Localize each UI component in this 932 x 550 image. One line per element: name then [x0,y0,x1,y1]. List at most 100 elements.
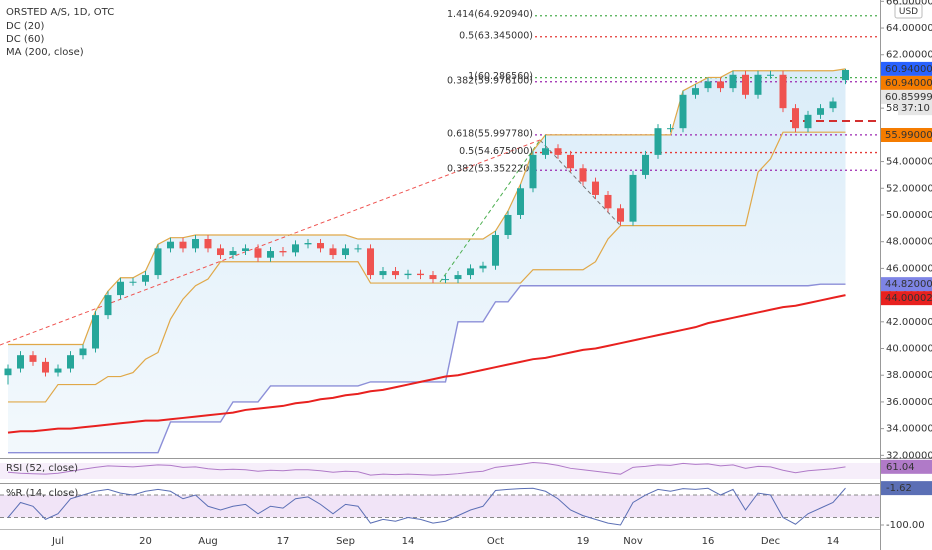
fib-label: 0.618(55.997780) [447,128,533,139]
indicator-value-label: 61.04 [886,462,915,473]
candle-body [592,181,599,195]
y-tick-label: 34.000000 [886,424,932,435]
y-tick-label: 46.000000 [886,263,932,274]
candle-body [317,243,324,249]
price-label-box [881,61,932,76]
candle-body [329,248,337,256]
candle-body [179,241,187,249]
candle-body [492,235,499,266]
candle-body [67,355,74,369]
y-tick-label: 64.000000 [886,23,932,34]
x-tick-label: Nov [623,536,643,547]
candle-body [704,81,712,89]
candle-body [642,154,649,175]
x-tick-label: Dec [761,536,780,547]
fib-label: 0.382(59.976100) [447,75,533,86]
x-tick-label: Sep [336,536,355,547]
y-tick-label: 32.000000 [886,450,932,461]
candle-body [42,361,49,373]
candle-body [617,208,624,222]
dc20-lower [8,131,846,403]
fib-label: 0.382(53.352220) [447,164,533,175]
pane-fill [0,463,880,479]
candle-body [304,243,312,245]
candle-body [254,248,262,258]
candle-body [467,268,474,276]
x-tick-label: 19 [577,536,590,547]
indicator-line [7,461,846,476]
candle-body [17,355,24,369]
x-tick-label: 17 [277,536,290,547]
candle-body [417,273,424,276]
candle-body [767,74,774,76]
candle-body [479,265,487,269]
candle-body [517,188,524,215]
x-tick-label: 14 [827,536,840,547]
trend-drawing [439,139,541,283]
candle-body [154,248,162,276]
countdown: 37:10 [901,103,930,114]
candle-body [54,368,62,373]
x-tick-label: Jul [51,536,64,547]
x-tick-label: Aug [198,536,218,547]
candle-body [754,74,762,95]
candle-body [679,94,687,129]
y-tick-label: 54.000000 [886,157,932,168]
candle-body [717,81,724,89]
candle-body [604,194,612,209]
candle-body [192,239,199,249]
candle-body [92,315,99,349]
candle-body [267,251,274,258]
indicator-name: %R (14, close) [6,488,78,499]
currency-box[interactable] [894,3,923,19]
legend-entry: DC (20) [6,21,44,32]
price-label-box [881,89,932,104]
candle-body [392,271,399,276]
candle-body [217,248,224,256]
price-label-box [881,277,932,292]
countdown-box [898,101,932,116]
candle-body [242,248,249,252]
y-tick-label: 36.000000 [886,397,932,408]
candle-body [429,275,437,280]
price-label: 60.940000 [885,64,932,75]
fib-label: 0.5(54.675000) [459,146,533,157]
price-label-box [881,75,932,90]
currency: USD [899,7,918,17]
candle-body [542,148,549,155]
price-label-box [881,291,932,306]
trend-drawing [539,139,621,226]
candle-body [104,295,112,316]
candle-body [279,251,287,253]
candle-body [367,248,374,276]
candle-body [529,154,537,189]
candle-body [729,74,737,89]
candle-body [579,168,587,182]
candle-body [654,128,662,155]
candle-body [667,128,674,130]
candle-body [117,281,124,296]
candle-body [204,239,212,249]
candle-body [804,114,812,129]
candle-body [442,279,449,281]
fib-label: 1(60.286560) [468,71,533,82]
y-tick-label: 62.000000 [886,50,932,61]
y-tick-label: -100.00 [886,520,925,531]
y-tick-label: 38.000000 [886,370,932,381]
x-tick-label: 14 [402,536,415,547]
x-tick-label: 20 [139,536,152,547]
candle-body [379,271,387,276]
candle-body [792,108,799,129]
price-label: 55.990000 [885,130,932,141]
back-layer [8,68,846,453]
x-tick-label: 16 [702,536,715,547]
candle-body [829,101,837,109]
band-fill [8,68,846,453]
y-tick-label: 40.000000 [886,344,932,355]
fib-label: 1.414(64.920940) [447,9,533,20]
dc60-lower [8,283,846,454]
candle-body [817,108,824,115]
candle-body [554,148,562,155]
candle-body [167,241,174,249]
